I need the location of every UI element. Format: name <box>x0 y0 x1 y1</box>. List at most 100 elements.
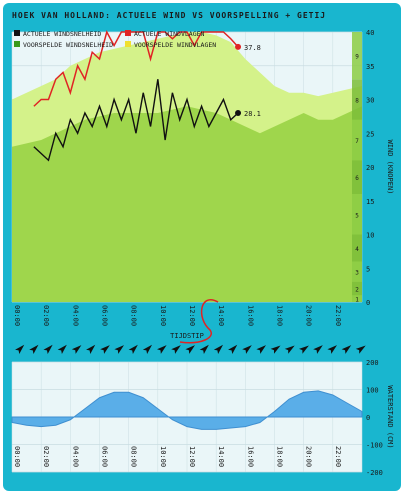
wind-arrow <box>199 344 209 354</box>
wind-arrow <box>284 345 295 354</box>
tide-x-tick-label: 08:00 <box>130 446 138 467</box>
beaufort-label: 2 <box>355 287 359 294</box>
tide-y-tick-label: 0 <box>366 414 370 422</box>
wind-arrow-head <box>228 344 238 354</box>
x-tick-label: 00:00 <box>13 305 21 326</box>
wind-arrow-head <box>142 344 153 354</box>
wind-arrow-head <box>284 345 295 354</box>
wind-arrow-head <box>57 344 67 354</box>
wind-arrow <box>142 344 153 354</box>
wind-panel: 1 2 3 4 5 6 7 8 9 37.8 28.1 0 5 10 15 20 25 30 35 40 WIN… <box>11 29 394 307</box>
gust-end-label: 37.8 <box>244 44 261 52</box>
wind-arrow <box>57 344 67 354</box>
tide-x-tick-label: 00:00 <box>13 446 21 467</box>
wind-arrow-head <box>15 344 25 354</box>
beaufort-cell <box>352 119 362 161</box>
wind-arrow-head <box>199 344 209 354</box>
wind-arrow <box>100 345 110 354</box>
legend-swatch <box>125 30 131 36</box>
wind-arrow <box>86 344 96 354</box>
wind-arrow <box>114 345 124 354</box>
red-marker-annotation <box>179 299 219 344</box>
actual-speed-line <box>33 79 239 162</box>
wind-arrow-head <box>355 345 366 354</box>
wind-arrow <box>71 345 82 354</box>
x-tick-label: 02:00 <box>42 305 50 326</box>
wind-arrow-head <box>171 345 181 354</box>
actual-speed-end-point <box>235 110 242 116</box>
x-tick-label: 12:00 <box>188 305 196 326</box>
tide-y-tick-label: 200 <box>366 359 379 367</box>
wind-arrow-head <box>43 344 53 354</box>
tide-x-tick-label: 14:00 <box>217 446 225 467</box>
tide-y-tick-label: -100 <box>366 442 383 450</box>
legend-swatch <box>14 41 20 47</box>
wind-arrow-head <box>327 345 337 354</box>
wind-arrow <box>128 344 138 354</box>
actual-gust-line <box>33 29 239 107</box>
wind-arrow-head <box>242 345 252 354</box>
tide-panel: -200 -100 0 100 200 WATERSTAND (CM) <box>11 359 394 477</box>
tide-x-tick-label: 04:00 <box>71 446 79 467</box>
wind-y-tick-label: 40 <box>366 29 374 37</box>
tide-x-tick-label: 22:00 <box>334 446 342 467</box>
legend: ACTUELE WINDSNELHEID ACTUELE WINDVLAGEN VO… <box>14 30 216 49</box>
x-axis-label: TIJDSTIP <box>170 332 204 340</box>
x-tick-label: 04:00 <box>71 305 79 326</box>
wind-y-ticks: 0 5 10 15 20 25 30 35 40 <box>366 29 374 307</box>
beaufort-cell <box>352 194 362 235</box>
wind-arrow-head <box>256 345 266 354</box>
wind-arrow <box>29 344 39 354</box>
wind-arrow <box>228 344 238 354</box>
wind-y-tick-label: 30 <box>366 97 374 105</box>
forecast-speed-area <box>12 106 362 302</box>
wind-y-tick-label: 0 <box>366 299 370 307</box>
wind-arrow <box>213 344 224 354</box>
beaufort-band: 1 2 3 4 5 6 7 8 9 <box>352 32 362 304</box>
wind-arrow-head <box>299 345 309 354</box>
wind-arrow-head <box>313 345 323 354</box>
wind-arrow-head <box>270 345 281 354</box>
beaufort-cell <box>352 234 362 262</box>
speed-end-label: 28.1 <box>244 110 261 118</box>
wind-arrow <box>43 344 53 354</box>
tide-x-tick-label: 20:00 <box>305 446 313 467</box>
beaufort-label: 8 <box>355 98 359 105</box>
tide-x-tick-label: 02:00 <box>42 446 50 467</box>
x-tick-label: 06:00 <box>101 305 109 326</box>
wind-arrow <box>355 345 366 354</box>
tide-y-tick-label: 100 <box>366 387 379 395</box>
chart-title: HOEK VAN HOLLAND: ACTUELE WIND VS VOORSP… <box>12 11 326 20</box>
x-tick-label: 10:00 <box>159 305 167 326</box>
legend-swatch <box>125 41 131 47</box>
actual-gust-end-point <box>235 43 242 50</box>
wind-arrow <box>256 345 266 354</box>
beaufort-cell <box>352 32 362 80</box>
beaufort-label: 9 <box>355 54 359 61</box>
beaufort-label: 1 <box>355 297 359 304</box>
wind-direction-arrows <box>15 344 366 354</box>
beaufort-label: 3 <box>355 270 359 277</box>
beaufort-label: 6 <box>355 175 359 182</box>
x-axis: 00:00 02:00 04:00 06:00 08:00 10:00 12:00 14:00… <box>13 305 342 326</box>
wind-y-tick-label: 10 <box>366 232 374 240</box>
tide-x-tick-label: 06:00 <box>101 446 109 467</box>
wind-arrow-head <box>213 344 224 354</box>
wind-arrow <box>327 345 337 354</box>
wind-arrow <box>270 345 281 354</box>
wind-arrow <box>341 345 352 354</box>
x-tick-label: 14:00 <box>217 305 225 326</box>
legend-label: VOORSPELDE WINDVLAGEN <box>134 41 216 49</box>
tide-area <box>11 390 363 430</box>
x-tick-label: 22:00 <box>334 305 342 326</box>
wind-arrow-head <box>185 345 195 354</box>
x-tick-label: 20:00 <box>305 305 313 326</box>
wind-arrow <box>15 344 25 354</box>
wind-y-tick-label: 35 <box>366 63 374 71</box>
tide-x-tick-label: 18:00 <box>276 446 284 467</box>
beaufort-cell <box>352 281 362 296</box>
wind-arrow-head <box>157 345 167 354</box>
tide-y-ticks: -200 -100 0 100 200 <box>366 359 383 477</box>
wind-y-label: WIND (KNOPEN) <box>386 140 394 195</box>
